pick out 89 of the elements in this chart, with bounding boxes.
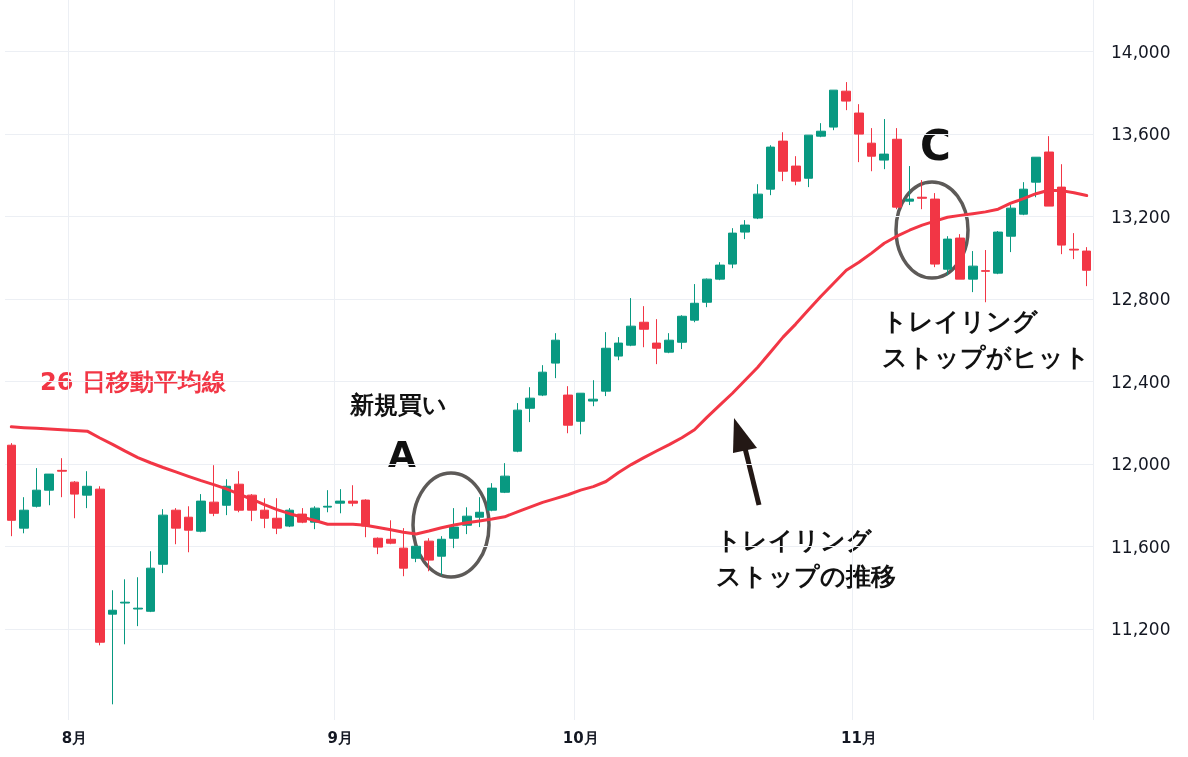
candlestick [260, 497, 269, 529]
candlestick [133, 576, 143, 627]
candlestick [955, 233, 965, 280]
y-tick-label: 11,600 [1111, 536, 1171, 557]
annotation: 新規買い [349, 391, 447, 420]
candlestick [120, 578, 130, 645]
candlestick [487, 482, 497, 512]
x-tick-label: 9月 [327, 728, 353, 747]
candlestick [981, 249, 990, 303]
candlestick [335, 488, 345, 514]
candlestick [993, 230, 1003, 275]
candlestick [95, 485, 105, 646]
candlestick [652, 318, 661, 365]
candlestick [626, 297, 636, 347]
candlestick [854, 103, 864, 163]
candlestick [44, 473, 54, 506]
candlestick [449, 507, 459, 549]
candlestick [968, 250, 978, 293]
y-tick-label: 12,000 [1111, 454, 1171, 475]
candlestick [108, 589, 117, 705]
candlestick [475, 496, 484, 528]
candlestick [209, 464, 219, 517]
candlestick [664, 332, 674, 354]
y-tick-label: 14,000 [1111, 41, 1171, 62]
candlestick [234, 470, 244, 513]
candlestick [1082, 246, 1091, 287]
candlestick [551, 332, 560, 379]
candlestick [943, 235, 952, 276]
candlestick [146, 550, 155, 613]
candlestick [32, 467, 41, 509]
candlestick [1031, 156, 1041, 198]
candlestick [702, 278, 712, 308]
candlestick [57, 457, 67, 498]
candlestick [82, 470, 92, 509]
candlestick [184, 505, 193, 553]
annotation: A [388, 433, 416, 475]
y-tick-label: 12,800 [1111, 289, 1171, 310]
candlestick [348, 484, 358, 507]
candlestick [601, 331, 611, 397]
candlestick [7, 442, 16, 537]
candlestick [1069, 232, 1079, 260]
candlestick [411, 545, 421, 563]
x-tick-label: 10月 [562, 728, 599, 747]
y-tick-label: 12,400 [1111, 371, 1171, 392]
candlestick [778, 131, 788, 182]
candlestick [614, 336, 623, 361]
annotation: トレイリングストップがヒット [882, 306, 1090, 372]
candlestick [323, 489, 332, 513]
candlestick [892, 127, 902, 210]
candlestick [588, 379, 598, 407]
candlestick [715, 261, 725, 281]
candlestick [841, 81, 851, 111]
candlestick [753, 183, 763, 220]
y-tick-label: 11,200 [1111, 619, 1171, 640]
y-tick-label: 13,600 [1111, 124, 1171, 145]
candlestick [804, 134, 813, 188]
candlestick [500, 462, 510, 494]
candlestick [158, 508, 168, 574]
candlestick [424, 537, 434, 572]
candlestick [70, 480, 79, 519]
candlestick [728, 227, 737, 269]
candlestick [19, 496, 29, 534]
candlestick [917, 179, 927, 210]
candlestick [563, 385, 573, 434]
candlestick [525, 386, 535, 423]
candlestick [196, 493, 206, 533]
candlestick [867, 127, 876, 172]
candlestick [690, 283, 699, 323]
candlestick [816, 122, 826, 138]
candlestick [639, 305, 649, 348]
candlestick [1006, 204, 1016, 253]
x-tick-label: 8月 [61, 728, 88, 747]
x-tick-label: 11月 [841, 728, 877, 747]
candlestick [373, 536, 383, 555]
annotation: C [920, 120, 951, 170]
candlestick [766, 144, 775, 196]
candlestick [829, 89, 838, 131]
candlestick [677, 314, 687, 350]
candlestick [538, 364, 547, 397]
candlestick [171, 507, 181, 545]
candlestick [791, 155, 801, 186]
candlestick [879, 118, 889, 170]
candlestick [740, 219, 750, 240]
candlestick [576, 392, 585, 435]
candlestick [513, 402, 522, 453]
y-tick-label: 13,200 [1111, 206, 1171, 227]
candlestick [905, 165, 914, 206]
candlestick [437, 535, 446, 576]
candlestick [930, 192, 940, 268]
